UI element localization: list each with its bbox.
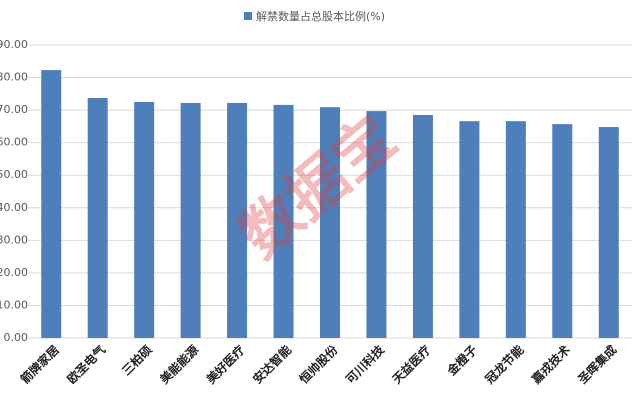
bar	[227, 102, 248, 339]
x-tick-label: 天益医疗	[389, 342, 434, 387]
x-tick-label: 欧圣电气	[64, 342, 109, 387]
bar	[598, 127, 619, 338]
x-tick-label: 恒帅股份	[296, 341, 341, 386]
x-tick-label: 美好医疗	[203, 342, 248, 387]
y-tick-label: 60.00	[0, 136, 28, 149]
x-tick-label: 美能能源	[157, 342, 202, 387]
x-tick-label: 冠龙节能	[482, 342, 527, 387]
x-tick-label: 安达智能	[250, 342, 295, 387]
x-tick-label: 箭牌家居	[17, 342, 62, 387]
bar	[87, 98, 108, 338]
bar	[134, 101, 155, 338]
bar	[505, 121, 526, 339]
bar	[180, 102, 201, 339]
y-tick-label: 10.00	[0, 298, 28, 311]
bar	[273, 104, 294, 338]
y-tick-label: 40.00	[0, 201, 28, 214]
bar	[366, 111, 387, 339]
bar	[552, 124, 573, 338]
legend-label: 解禁数量占总股本比例(%)	[256, 9, 385, 23]
legend-swatch	[244, 12, 252, 20]
x-tick-label: 三柏硕	[119, 342, 155, 378]
y-tick-label: 0.00	[4, 331, 29, 344]
x-tick-label: 嘉戎技术	[528, 342, 573, 387]
bar	[412, 114, 433, 338]
x-tick-label: 金橙子	[443, 342, 480, 379]
y-tick-label: 50.00	[0, 168, 28, 181]
y-tick-label: 30.00	[0, 233, 28, 246]
y-tick-label: 80.00	[0, 71, 28, 84]
y-tick-label: 90.00	[0, 38, 28, 51]
bar	[459, 121, 480, 339]
x-tick-label: 可川科技	[342, 341, 387, 386]
bar	[41, 70, 62, 338]
x-tick-label: 圣晖集成	[574, 342, 619, 387]
bar	[320, 107, 340, 338]
y-tick-label: 70.00	[0, 103, 28, 116]
y-tick-label: 20.00	[0, 266, 28, 279]
